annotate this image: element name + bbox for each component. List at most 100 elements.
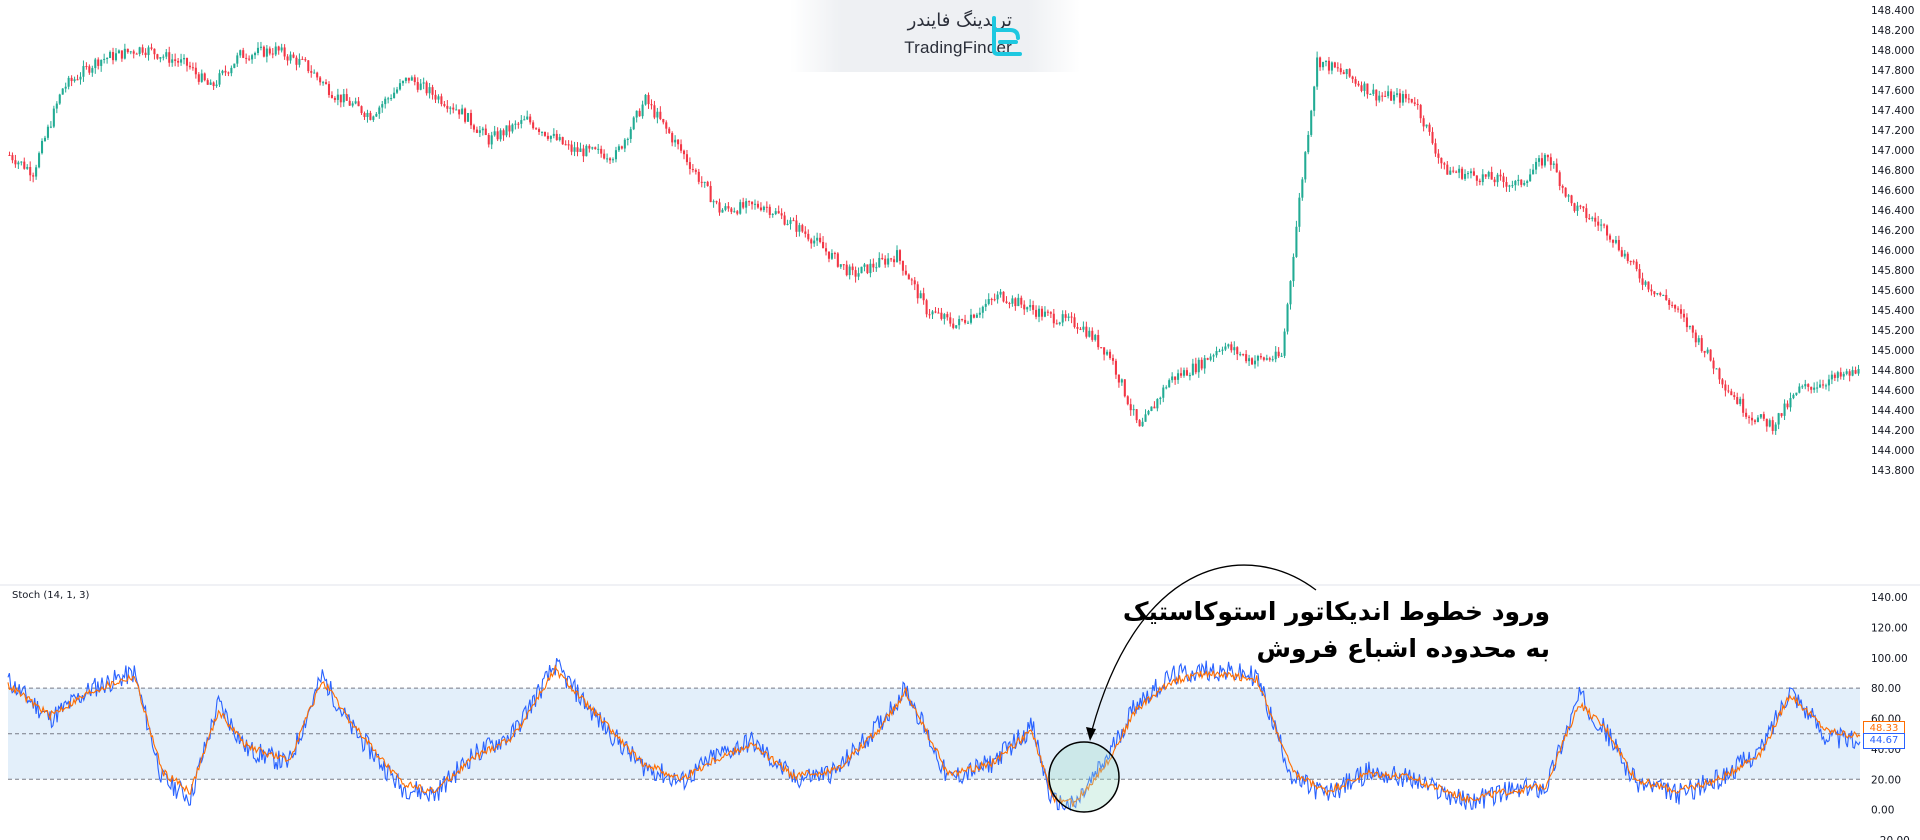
candle-body bbox=[85, 66, 88, 68]
candle-body bbox=[76, 79, 79, 81]
candle-body bbox=[505, 125, 508, 136]
candle-body bbox=[159, 57, 162, 59]
candle-body bbox=[1724, 384, 1727, 391]
candle-body bbox=[1064, 314, 1067, 318]
price-tick-label: 147.600 bbox=[1871, 85, 1914, 97]
candle-body bbox=[67, 77, 70, 87]
candle-body bbox=[1188, 375, 1191, 377]
candle-body bbox=[1395, 93, 1399, 95]
candle-body bbox=[188, 65, 191, 68]
candle-body bbox=[813, 240, 816, 244]
candle-body bbox=[901, 260, 904, 271]
price-tick-label: 146.000 bbox=[1871, 245, 1914, 257]
candle-body bbox=[292, 54, 295, 58]
candle-body bbox=[671, 133, 674, 143]
candle-body bbox=[1789, 398, 1792, 408]
candle-body bbox=[111, 52, 115, 61]
candle-body bbox=[1816, 387, 1819, 389]
candle-body bbox=[1611, 239, 1615, 243]
candle-body bbox=[484, 128, 487, 136]
candle-body bbox=[1085, 326, 1088, 337]
candle-body bbox=[351, 103, 354, 106]
candle-body bbox=[191, 67, 194, 69]
candle-body bbox=[156, 54, 159, 59]
candle-body bbox=[535, 128, 538, 130]
candle-body bbox=[1218, 350, 1221, 352]
candle-body bbox=[79, 76, 82, 80]
candle-body bbox=[1120, 379, 1123, 383]
candle-body bbox=[1245, 354, 1248, 362]
candle-body bbox=[336, 94, 339, 100]
candle-body bbox=[1827, 379, 1830, 386]
candle-body bbox=[1638, 269, 1641, 279]
candle-body bbox=[1514, 180, 1517, 186]
candle-body bbox=[1153, 406, 1156, 409]
price-tick-label: 145.400 bbox=[1871, 305, 1914, 317]
candle-body bbox=[360, 106, 363, 114]
candle-body bbox=[407, 77, 410, 81]
candle-body bbox=[1262, 357, 1265, 360]
candle-body bbox=[437, 96, 440, 100]
candle-body bbox=[780, 213, 783, 216]
candle-body bbox=[1082, 326, 1085, 330]
price-tick-label: 145.000 bbox=[1871, 345, 1914, 357]
candle-body bbox=[212, 82, 215, 87]
candle-body bbox=[910, 279, 913, 281]
candle-body bbox=[147, 47, 150, 56]
candle-body bbox=[1496, 174, 1499, 183]
candle-body bbox=[1206, 358, 1209, 360]
candle-body bbox=[387, 98, 390, 100]
candle-body bbox=[1035, 309, 1038, 317]
candle-body bbox=[576, 147, 579, 152]
candle-body bbox=[721, 209, 724, 213]
candle-body bbox=[129, 51, 132, 53]
candle-body bbox=[1461, 168, 1464, 179]
brand-name-en: TradingFinder bbox=[904, 38, 1012, 57]
candle-body bbox=[268, 48, 271, 54]
candle-body bbox=[1419, 105, 1422, 119]
candle-body bbox=[1558, 172, 1561, 186]
candle-body bbox=[182, 57, 186, 60]
candle-body bbox=[1579, 205, 1582, 207]
candle-body bbox=[1795, 392, 1798, 395]
candle-body bbox=[58, 94, 61, 104]
candle-body bbox=[753, 203, 757, 205]
candle-body bbox=[688, 162, 691, 169]
price-tick-label: 147.800 bbox=[1871, 65, 1914, 77]
candle-body bbox=[1478, 180, 1481, 183]
candle-body bbox=[316, 72, 319, 78]
candle-body bbox=[1215, 351, 1218, 356]
candle-body bbox=[1058, 322, 1061, 324]
candle-body bbox=[1129, 404, 1132, 411]
candle-body bbox=[1046, 311, 1049, 313]
candle-body bbox=[1203, 358, 1206, 369]
price-tick-label: 146.600 bbox=[1871, 185, 1914, 197]
candle-body bbox=[1842, 373, 1845, 377]
candle-body bbox=[1259, 356, 1262, 358]
candle-body bbox=[1762, 414, 1765, 419]
candle-body bbox=[1076, 327, 1079, 329]
candle-body bbox=[330, 94, 333, 98]
candle-body bbox=[1100, 347, 1103, 349]
candle-body bbox=[221, 70, 224, 74]
osc-tick-label: 140.00 bbox=[1871, 592, 1908, 604]
candle-body bbox=[526, 116, 529, 120]
candle-body bbox=[1567, 195, 1570, 197]
oscillator-pane bbox=[7, 657, 1861, 812]
price-axis: 148.400 148.200 148.000 147.800 147.600 147.4… bbox=[1871, 5, 1914, 477]
candle-body bbox=[1469, 171, 1472, 174]
candle-body bbox=[617, 146, 620, 151]
annotation-line-1: ورود خطوط اندیکاتور استوکاستیک bbox=[1122, 597, 1550, 626]
candle-body bbox=[333, 97, 336, 100]
candle-body bbox=[946, 314, 949, 318]
candle-body bbox=[52, 108, 55, 127]
candle-body bbox=[532, 122, 535, 129]
candle-body bbox=[600, 148, 603, 154]
candle-body bbox=[1097, 335, 1100, 348]
candle-body bbox=[404, 77, 407, 81]
candle-body bbox=[117, 50, 120, 54]
candle-body bbox=[1739, 398, 1742, 404]
candle-body bbox=[529, 116, 532, 123]
candle-body bbox=[1393, 94, 1396, 101]
candle-body bbox=[449, 107, 452, 109]
